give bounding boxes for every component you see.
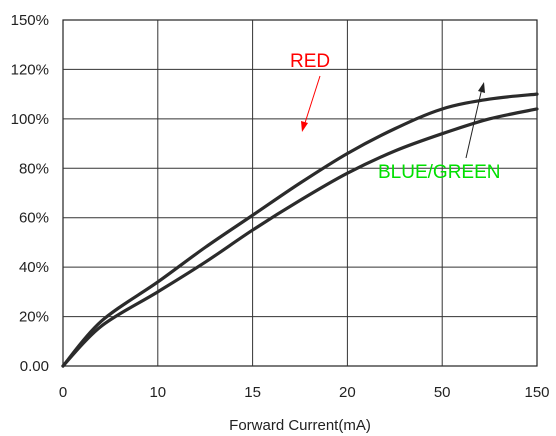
- x-tick-label: 0: [59, 384, 67, 401]
- y-tick-label: 80%: [19, 160, 49, 177]
- series-line-blue-green: [61, 107, 539, 368]
- x-axis-label: Forward Current(mA): [229, 417, 371, 434]
- x-tick-label: 10: [149, 384, 166, 401]
- series-line-red: [61, 92, 539, 368]
- annotation-red: RED: [290, 51, 330, 72]
- y-tick-label: 150%: [11, 12, 49, 29]
- x-tick-label: 150: [524, 384, 549, 401]
- x-tick-label: 50: [434, 384, 451, 401]
- grid-lines: [62, 19, 538, 367]
- annotations: RED BLUE/GREEN: [290, 51, 500, 183]
- y-axis-ticks: 0.00 20% 40% 60% 80% 100% 120% 150%: [11, 12, 49, 375]
- y-tick-label: 100%: [11, 111, 49, 128]
- y-tick-label: 120%: [11, 61, 49, 78]
- x-tick-label: 15: [244, 384, 261, 401]
- y-tick-label: 0.00: [20, 358, 49, 375]
- red-arrow-head: [301, 121, 308, 132]
- x-tick-label: 20: [339, 384, 356, 401]
- y-tick-label: 40%: [19, 259, 49, 276]
- annotation-blue-green: BLUE/GREEN: [378, 162, 500, 183]
- blue-green-arrow-head: [478, 82, 485, 93]
- x-axis-ticks: 0 10 15 20 50 150: [59, 384, 550, 401]
- red-arrow-line: [303, 75, 321, 127]
- y-tick-label: 20%: [19, 309, 49, 326]
- series-lines: [61, 92, 539, 368]
- plot-frame: [62, 19, 538, 367]
- blue-green-arrow-line: [465, 87, 483, 159]
- y-tick-label: 60%: [19, 210, 49, 227]
